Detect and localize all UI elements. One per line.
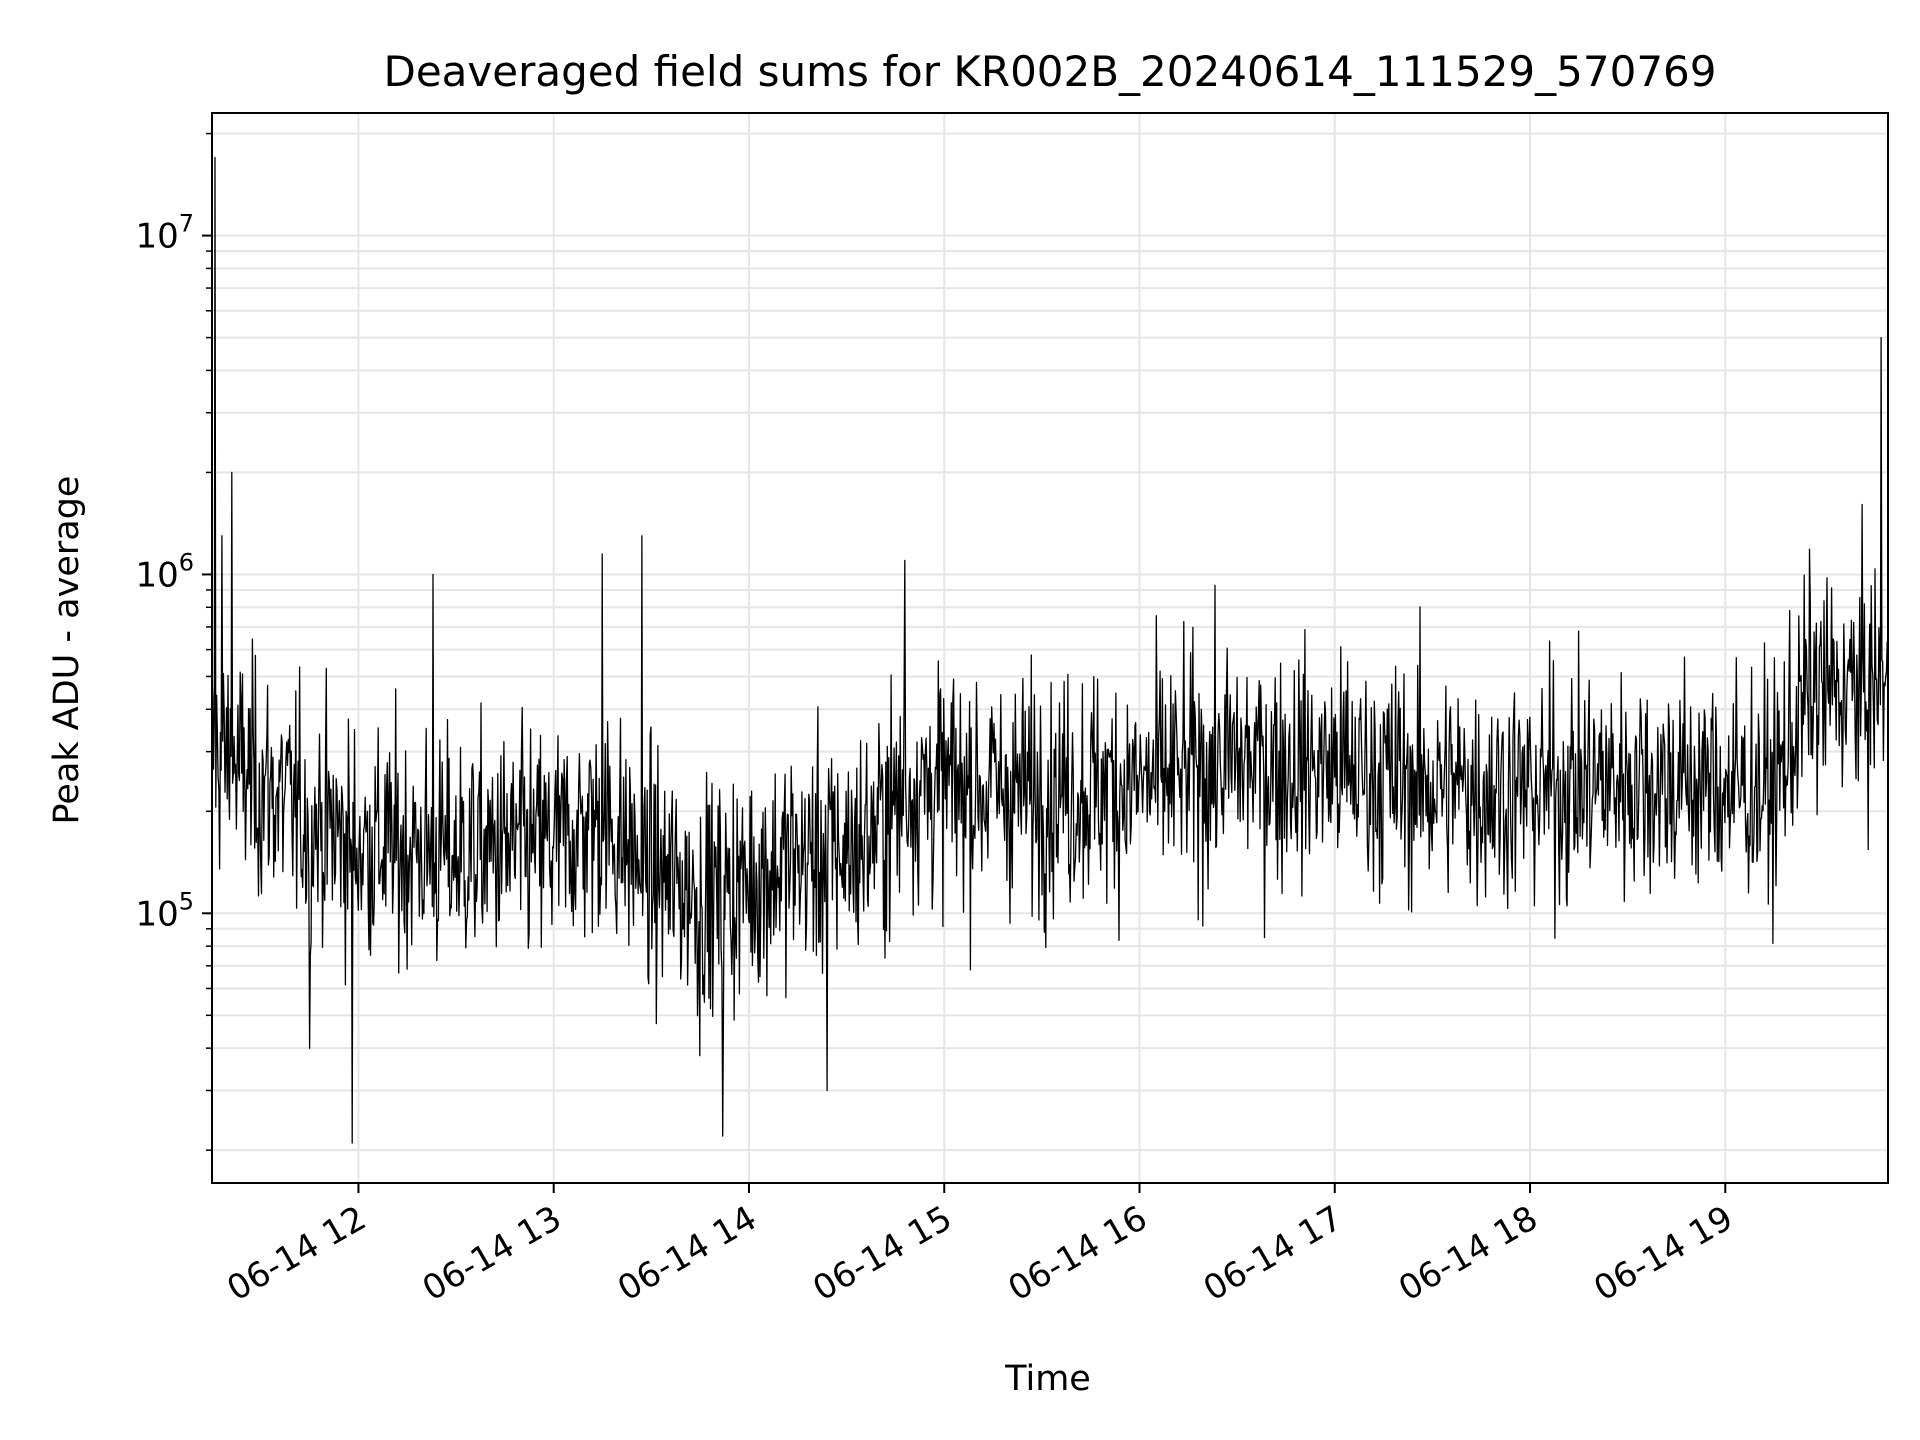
y-tick-label: 106 bbox=[135, 548, 194, 595]
x-axis-label: Time bbox=[1004, 1359, 1091, 1399]
major-grid bbox=[212, 113, 1888, 1183]
y-axis-label: Peak ADU - average bbox=[47, 476, 87, 825]
series-path bbox=[211, 156, 1889, 1144]
y-tick-label: 107 bbox=[135, 210, 194, 257]
chart-title: Deaveraged field sums for KR002B_2024061… bbox=[384, 47, 1717, 96]
y-tick-label: 105 bbox=[135, 887, 194, 934]
plot-frame bbox=[211, 112, 1889, 1184]
y-axis-ticks: 105 106 107 bbox=[135, 132, 212, 1151]
series-line bbox=[211, 156, 1889, 1144]
